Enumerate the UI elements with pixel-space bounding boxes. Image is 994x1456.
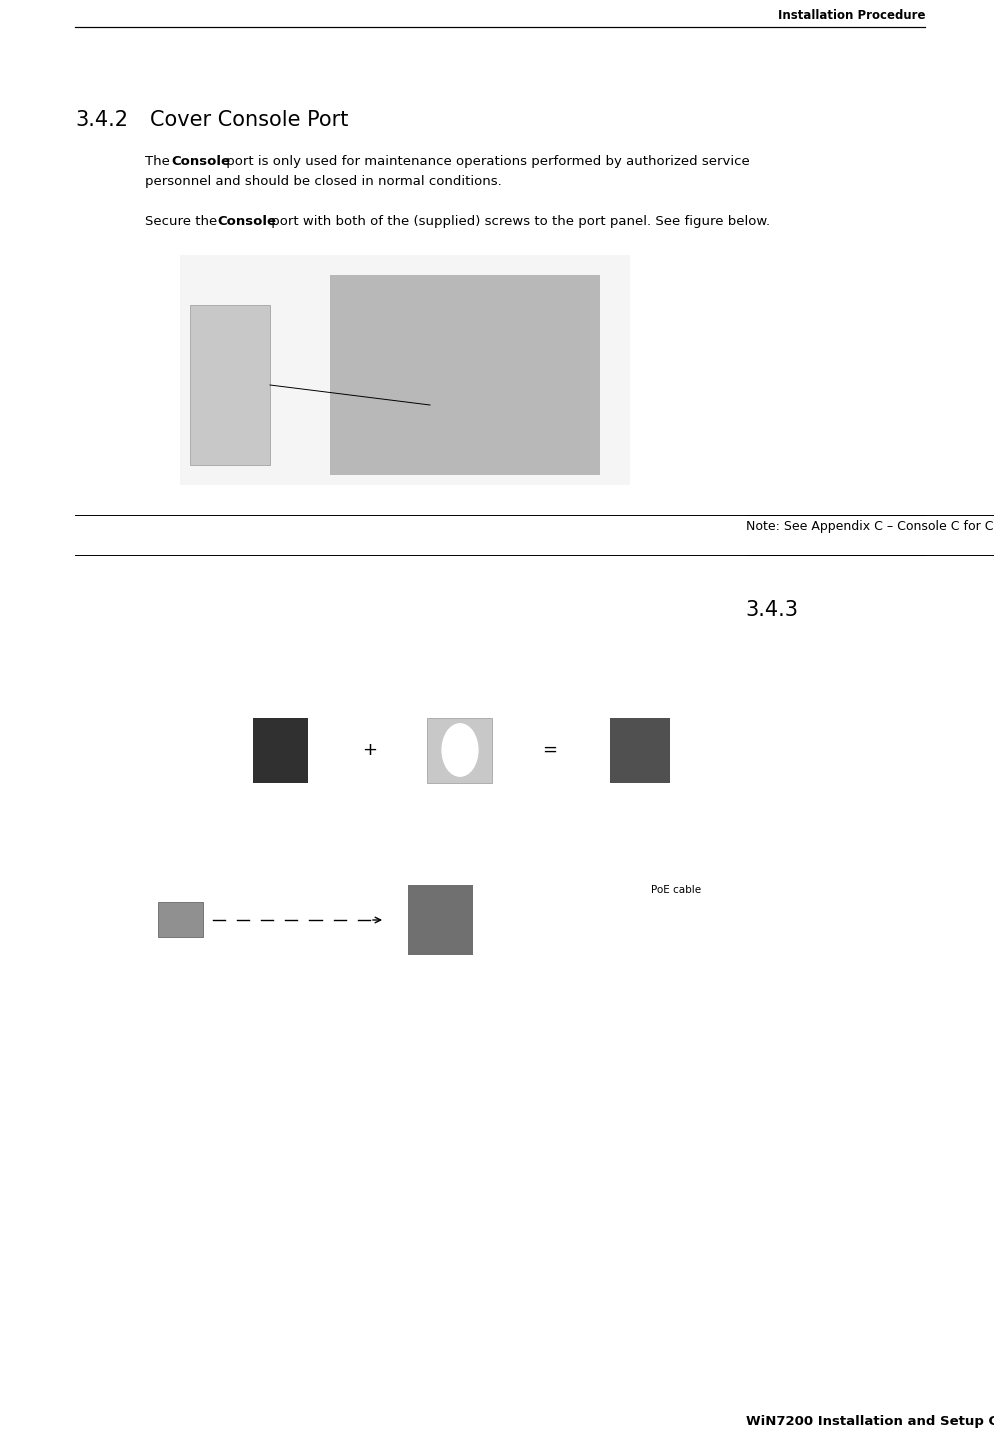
Text: port with both of the (supplied) screws to the port panel. See figure below.: port with both of the (supplied) screws … (267, 215, 770, 229)
Circle shape (442, 724, 478, 776)
Text: The: The (145, 154, 174, 167)
Text: 3.4.3: 3.4.3 (746, 600, 798, 620)
Text: WiN7200 Installation and Setup Guide: WiN7200 Installation and Setup Guide (746, 1415, 994, 1428)
Bar (190, 304, 270, 464)
Bar (180, 255, 630, 485)
Bar (427, 718, 492, 782)
Text: Installation Procedure: Installation Procedure (777, 9, 925, 22)
Text: personnel and should be closed in normal conditions.: personnel and should be closed in normal… (145, 175, 502, 188)
Bar (330, 275, 600, 475)
Text: Cover Console Port: Cover Console Port (150, 111, 348, 130)
Text: port is only used for maintenance operations performed by authorized service: port is only used for maintenance operat… (222, 154, 749, 167)
Text: +: + (363, 741, 378, 759)
Bar (157, 903, 203, 938)
Text: 3.4.2: 3.4.2 (75, 111, 128, 130)
Text: Note: See Appendix C – Console C for Console cable pin out.: Note: See Appendix C – Console C for Con… (746, 520, 994, 533)
Text: Console: Console (172, 154, 231, 167)
Bar (252, 718, 307, 782)
Text: =: = (543, 741, 558, 759)
Text: Console: Console (217, 215, 276, 229)
Bar (408, 885, 472, 955)
Text: Secure the: Secure the (145, 215, 222, 229)
Bar (610, 718, 670, 782)
Text: PoE cable: PoE cable (651, 885, 701, 895)
